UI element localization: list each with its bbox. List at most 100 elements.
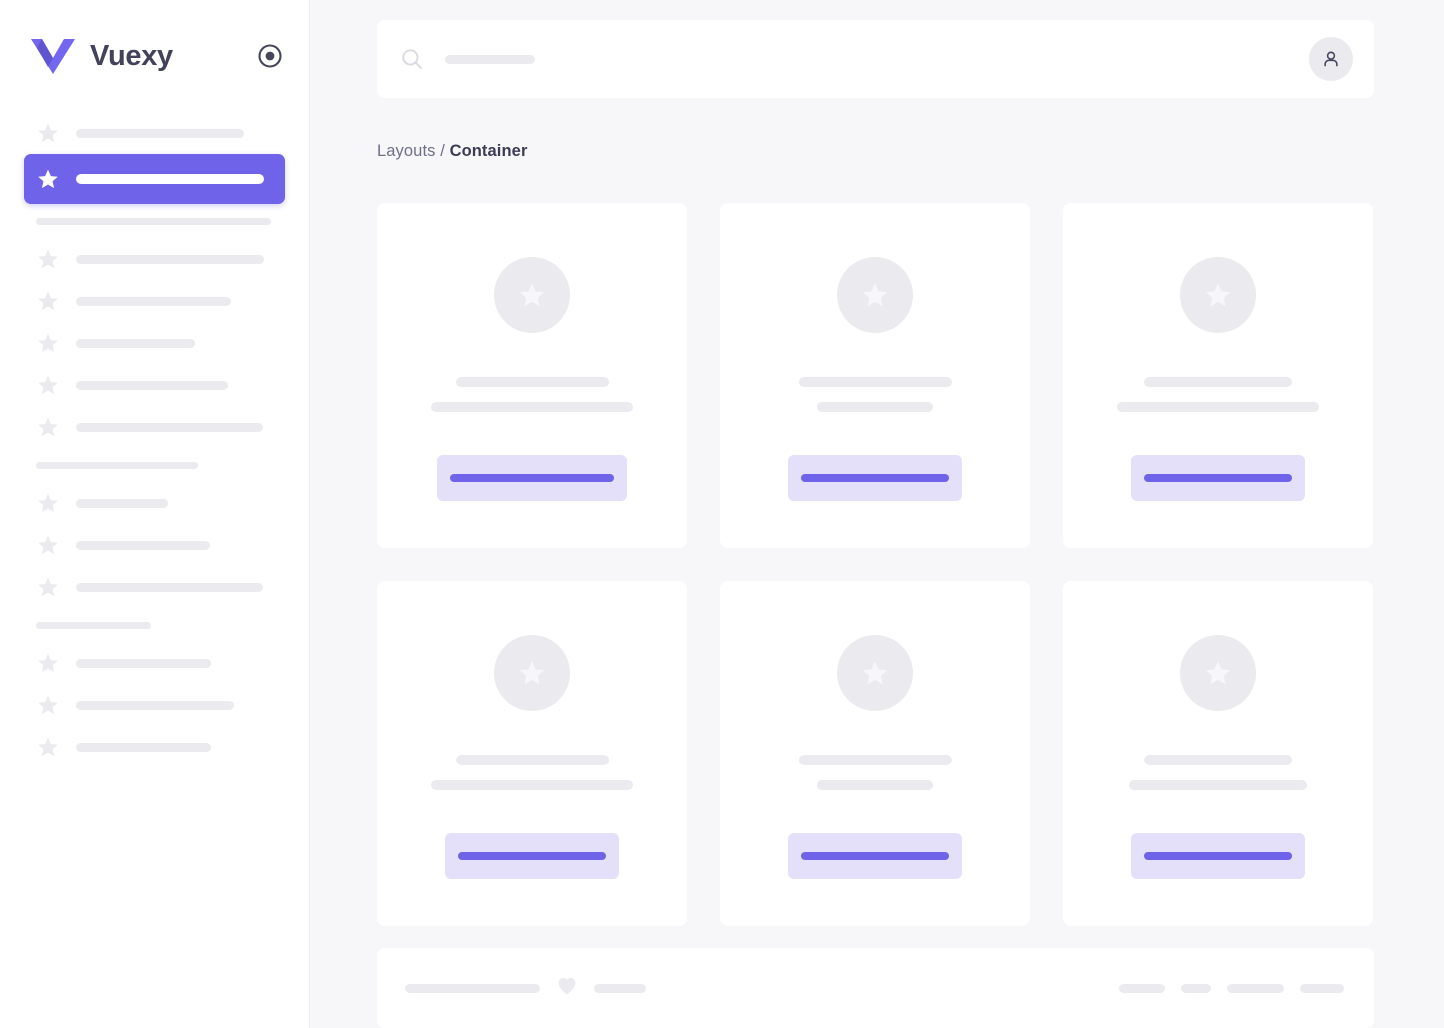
brand-name: Vuexy [90, 39, 173, 72]
sidebar-item-label [76, 700, 234, 710]
main-content: Layouts / Container [310, 0, 1444, 1028]
card-action-button[interactable] [1131, 455, 1305, 501]
card-subtitle-placeholder [431, 780, 633, 790]
sidebar-item-label [76, 582, 263, 592]
content-card [1063, 581, 1373, 926]
card-subtitle-placeholder [431, 402, 633, 412]
footer-left-placeholder-2[interactable] [594, 983, 646, 993]
sidebar-item-1[interactable] [24, 154, 285, 204]
card-avatar [494, 635, 570, 711]
footer-left-placeholder-0[interactable] [405, 983, 540, 993]
sidebar-item-0[interactable] [0, 112, 309, 154]
sidebar-item-label [76, 380, 228, 390]
content-card [720, 203, 1030, 548]
footer-bar [377, 948, 1374, 1028]
sidebar-item-11[interactable] [0, 566, 309, 608]
card-action-button[interactable] [437, 455, 627, 501]
card-button-label-placeholder [801, 852, 949, 860]
card-action-button[interactable] [788, 455, 962, 501]
card-avatar [1180, 257, 1256, 333]
footer-right-group [1119, 983, 1344, 993]
heart-icon [558, 977, 576, 994]
card-avatar [837, 635, 913, 711]
user-avatar-icon [1324, 51, 1338, 67]
card-text-lines [377, 755, 687, 790]
topbar [377, 20, 1374, 98]
card-title-placeholder [1144, 755, 1292, 765]
sidebar-item-label [76, 174, 264, 184]
card-button-label-placeholder [450, 474, 614, 482]
card-subtitle-placeholder [817, 402, 933, 412]
sidebar-item-label [76, 338, 195, 348]
sidebar-section-label [36, 461, 198, 469]
star-icon [862, 283, 888, 307]
card-button-label-placeholder [458, 852, 606, 860]
card-action-button[interactable] [788, 833, 962, 879]
sidebar-item-9[interactable] [0, 482, 309, 524]
card-avatar [1180, 635, 1256, 711]
sidebar-section-label [36, 621, 151, 629]
sidebar-section-label [36, 217, 271, 225]
star-icon [1205, 661, 1231, 685]
card-title-placeholder [798, 755, 952, 765]
sidebar-item-label [76, 658, 211, 668]
card-title-placeholder [798, 377, 952, 387]
search-bar[interactable] [401, 48, 1309, 70]
star-icon [38, 535, 58, 555]
star-icon [38, 417, 58, 437]
card-title-placeholder [1144, 377, 1292, 387]
sidebar-item-15[interactable] [0, 726, 309, 768]
card-grid [377, 203, 1374, 926]
footer-left-group [405, 975, 646, 1002]
sidebar-section-divider [0, 608, 309, 642]
vuexy-chevron-logo-icon [31, 39, 75, 74]
footer-link-placeholder-1[interactable] [1181, 983, 1211, 993]
sidebar-item-label [76, 254, 264, 264]
sidebar-item-4[interactable] [0, 280, 309, 322]
card-subtitle-placeholder [817, 780, 933, 790]
sidebar-item-14[interactable] [0, 684, 309, 726]
radio-circle-dot-icon[interactable] [257, 43, 283, 69]
star-icon [38, 653, 58, 673]
sidebar-item-3[interactable] [0, 238, 309, 280]
sidebar-item-7[interactable] [0, 406, 309, 448]
star-icon [519, 283, 545, 307]
card-subtitle-placeholder [1129, 780, 1307, 790]
sidebar-section-divider [0, 204, 309, 238]
star-icon [38, 169, 58, 189]
sidebar-item-label [76, 742, 211, 752]
card-text-lines [720, 377, 1030, 412]
star-icon [38, 291, 58, 311]
star-icon [38, 333, 58, 353]
card-button-label-placeholder [1144, 852, 1292, 860]
breadcrumb: Layouts / Container [377, 142, 527, 161]
star-icon [519, 661, 545, 685]
card-action-button[interactable] [1131, 833, 1305, 879]
card-button-label-placeholder [801, 474, 949, 482]
content-card [377, 203, 687, 548]
avatar[interactable] [1309, 37, 1353, 81]
card-action-button[interactable] [445, 833, 619, 879]
sidebar-item-label [76, 422, 263, 432]
search-input-placeholder[interactable] [445, 54, 535, 64]
breadcrumb-parent[interactable]: Layouts [377, 142, 436, 160]
footer-link-placeholder-3[interactable] [1300, 983, 1344, 993]
brand-header: Vuexy [0, 0, 309, 112]
sidebar-item-10[interactable] [0, 524, 309, 566]
footer-link-placeholder-0[interactable] [1119, 983, 1165, 993]
footer-link-placeholder-2[interactable] [1227, 983, 1284, 993]
sidebar-item-5[interactable] [0, 322, 309, 364]
card-text-lines [720, 755, 1030, 790]
breadcrumb-current: Container [449, 142, 528, 160]
star-icon [38, 249, 58, 269]
star-icon [38, 123, 58, 143]
star-icon [862, 661, 888, 685]
card-button-label-placeholder [1144, 474, 1292, 482]
card-avatar [494, 257, 570, 333]
card-avatar [837, 257, 913, 333]
sidebar-item-6[interactable] [0, 364, 309, 406]
sidebar-nav [0, 112, 309, 768]
sidebar-item-13[interactable] [0, 642, 309, 684]
search-icon [402, 49, 422, 69]
star-icon [38, 737, 58, 757]
